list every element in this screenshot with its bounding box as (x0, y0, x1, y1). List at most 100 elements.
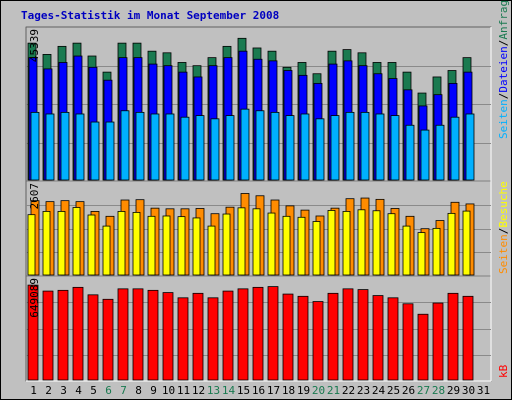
legend-entry: Seiten (497, 234, 510, 274)
bar-seiten-day-6 (105, 121, 115, 181)
x-tick-label-day-12: 12 (192, 384, 205, 397)
bar-seiten-day-14 (225, 115, 235, 181)
bar-seiten-day-7 (120, 110, 130, 181)
bar-seiten-day-20 (315, 118, 325, 181)
bar-seiten-day-1 (30, 111, 40, 181)
bar-seiten-day-11 (180, 116, 190, 181)
bar-seiten-day-21 (330, 115, 340, 181)
x-tick-label-day-3: 3 (60, 384, 67, 397)
x-tick-label-day-28: 28 (432, 384, 445, 397)
x-tick-label-day-16: 16 (252, 384, 265, 397)
x-tick-label-day-2: 2 (45, 384, 52, 397)
x-tick-label-day-7: 7 (120, 384, 127, 397)
bar-besuche-day-26 (402, 225, 411, 276)
bar-besuche-day-3 (57, 211, 66, 276)
legend-entry: Seiten (497, 99, 510, 139)
bar-kb-day-7 (117, 288, 129, 381)
x-tick-label-day-22: 22 (342, 384, 355, 397)
x-tick-label-day-24: 24 (372, 384, 386, 397)
bar-kb-day-18 (282, 293, 294, 381)
bar-besuche-day-24 (372, 210, 381, 276)
bar-seiten-day-29 (450, 116, 460, 181)
bar-kb-day-27 (417, 313, 429, 381)
bar-kb-day-25 (387, 297, 399, 381)
bar-seiten-day-5 (90, 121, 100, 181)
x-tick-label-day-27: 27 (417, 384, 430, 397)
x-tick-label-day-1: 1 (30, 384, 37, 397)
bar-kb-day-2 (42, 290, 54, 381)
bar-besuche-day-10 (162, 215, 171, 276)
bar-besuche-day-28 (432, 227, 441, 276)
x-tick-label-day-6: 6 (105, 384, 112, 397)
bar-kb-day-23 (357, 289, 369, 381)
bar-besuche-day-13 (207, 225, 216, 276)
bar-besuche-day-18 (282, 215, 291, 276)
bar-kb-day-8 (132, 288, 144, 381)
bar-seiten-day-17 (270, 111, 280, 181)
x-tick-label-day-13: 13 (207, 384, 220, 397)
bar-seiten-day-26 (405, 124, 415, 181)
bar-besuche-day-8 (132, 211, 141, 276)
bar-kb-day-10 (162, 292, 174, 381)
chart-title: Tages-Statistik im Monat September 2008 (21, 9, 280, 22)
x-tick-label-day-9: 9 (150, 384, 157, 397)
bar-kb-day-16 (252, 286, 264, 381)
bar-seiten-day-16 (255, 110, 265, 181)
x-tick-label-day-8: 8 (135, 384, 142, 397)
x-tick-label-day-26: 26 (402, 384, 415, 397)
y-max-label-top: 45339 (28, 29, 41, 62)
x-tick-label-day-20: 20 (312, 384, 325, 397)
bar-kb-day-9 (147, 289, 159, 381)
legend-top-panel: Seiten/Dateien/Anfragen (497, 0, 510, 139)
bar-kb-day-24 (372, 295, 384, 381)
bar-seiten-day-3 (60, 111, 70, 181)
bar-seiten-day-30 (465, 113, 475, 181)
bar-kb-day-4 (72, 286, 84, 381)
bar-kb-day-5 (87, 294, 99, 381)
bar-besuche-day-17 (267, 212, 276, 276)
bar-kb-day-19 (297, 295, 309, 381)
bar-besuche-day-2 (42, 211, 51, 276)
x-tick-label-day-25: 25 (387, 384, 400, 397)
bar-besuche-day-14 (222, 213, 231, 276)
bar-kb-day-12 (192, 292, 204, 381)
x-tick-label-day-15: 15 (237, 384, 250, 397)
y-max-label-bottom: 649089 (28, 278, 41, 318)
bar-kb-day-11 (177, 297, 189, 381)
bar-besuche-day-29 (447, 212, 456, 276)
x-tick-label-day-23: 23 (357, 384, 370, 397)
bar-besuche-day-22 (342, 211, 351, 276)
bar-kb-day-28 (432, 302, 444, 381)
bar-besuche-day-12 (192, 217, 201, 276)
legend-entry: / (497, 227, 510, 235)
bar-besuche-day-7 (117, 211, 126, 276)
x-tick-label-day-18: 18 (282, 384, 295, 397)
legend-entry: Besuche (497, 181, 510, 228)
x-tick-label-day-14: 14 (222, 384, 236, 397)
bar-besuche-day-4 (72, 207, 81, 276)
bar-seiten-day-24 (375, 113, 385, 181)
bar-seiten-day-4 (75, 113, 85, 181)
legend-entry: Dateien (497, 46, 510, 93)
x-tick-label-day-30: 30 (462, 384, 475, 397)
x-tick-label-day-5: 5 (90, 384, 97, 397)
x-tick-label-day-29: 29 (447, 384, 460, 397)
legend-entry: Anfragen (497, 0, 510, 40)
bar-seiten-day-27 (420, 129, 430, 181)
legend-entry: kB (497, 364, 510, 378)
x-tick-label-day-4: 4 (75, 384, 82, 397)
legend-middle-panel: Seiten/Besuche (497, 181, 510, 274)
bar-kb-day-1 (27, 284, 39, 381)
bar-seiten-day-22 (345, 111, 355, 181)
bar-besuche-day-16 (252, 208, 261, 276)
bar-seiten-day-28 (435, 124, 445, 181)
bar-besuche-day-19 (297, 216, 306, 276)
bar-kb-day-6 (102, 298, 114, 381)
bar-kb-day-29 (447, 292, 459, 381)
bar-seiten-day-15 (240, 108, 250, 181)
bar-besuche-day-23 (357, 209, 366, 276)
x-tick-label-day-11: 11 (177, 384, 190, 397)
bar-besuche-day-6 (102, 225, 111, 276)
